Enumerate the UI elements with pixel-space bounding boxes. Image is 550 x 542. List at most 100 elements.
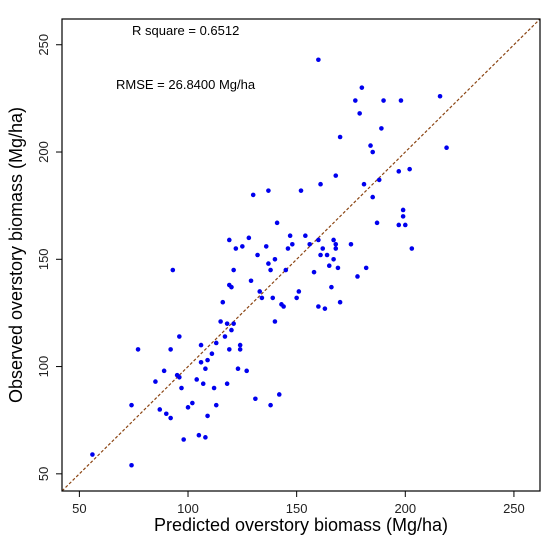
data-point (237, 347, 243, 352)
data-point (307, 241, 312, 247)
one-to-one-line (61, 18, 541, 492)
data-point (153, 379, 158, 384)
y-axis: 50 100 150 200 250 (36, 34, 62, 481)
data-point (246, 235, 252, 241)
data-point (357, 111, 362, 116)
data-point (181, 437, 186, 442)
data-point (363, 265, 369, 271)
data-point (168, 415, 173, 421)
data-point (303, 233, 308, 238)
y-tick-label: 250 (36, 34, 51, 56)
data-point (235, 366, 241, 372)
data-point (281, 304, 286, 309)
data-point (231, 321, 236, 326)
data-point (324, 252, 330, 258)
data-point (229, 327, 234, 333)
data-point (320, 246, 326, 251)
data-point (316, 57, 321, 63)
data-point (316, 237, 321, 243)
data-point (259, 295, 265, 301)
data-point (220, 299, 226, 305)
data-point (250, 192, 256, 198)
data-point (211, 385, 217, 391)
x-tick-label: 50 (72, 501, 86, 516)
data-point (194, 377, 200, 382)
data-point (190, 400, 195, 406)
data-point (331, 237, 336, 243)
data-point (270, 295, 276, 301)
data-point (407, 166, 412, 172)
data-point (355, 274, 360, 279)
data-point (290, 241, 295, 247)
data-point (244, 368, 249, 374)
data-point (353, 98, 358, 103)
data-point (333, 173, 339, 178)
data-point (227, 347, 232, 352)
data-point (409, 246, 415, 251)
data-point (129, 462, 134, 468)
data-point (335, 265, 341, 271)
data-point (437, 93, 443, 99)
data-point (163, 411, 169, 417)
data-point (396, 169, 402, 174)
y-tick-label: 100 (36, 356, 51, 378)
y-tick-label: 50 (36, 467, 51, 481)
data-point (205, 357, 210, 363)
data-point (161, 368, 167, 374)
data-point (200, 381, 206, 387)
data-point (198, 359, 204, 365)
x-tick-label: 250 (503, 501, 525, 516)
data-point (224, 321, 230, 326)
data-point (240, 244, 245, 249)
data-point (266, 261, 271, 266)
data-point (263, 244, 269, 249)
y-tick-label: 200 (36, 141, 51, 163)
x-axis-title: Predicted overstory biomass (Mg/ha) (154, 515, 448, 535)
data-point (329, 284, 334, 290)
data-point (298, 188, 304, 193)
data-point (177, 334, 182, 339)
data-point (90, 452, 95, 457)
x-tick-label: 100 (177, 501, 199, 516)
data-point (326, 263, 332, 269)
data-point (296, 289, 302, 294)
data-point (318, 252, 323, 258)
data-point (376, 177, 382, 183)
data-point (213, 402, 219, 408)
data-point (337, 134, 343, 140)
data-point (237, 342, 243, 348)
data-point (177, 374, 182, 380)
data-point (203, 435, 208, 440)
y-tick-label: 150 (36, 248, 51, 270)
data-point (322, 306, 328, 311)
data-point (227, 237, 232, 243)
data-point (185, 405, 191, 410)
data-point (213, 340, 219, 346)
data-point (333, 241, 339, 247)
plot-frame (61, 18, 541, 492)
data-point (370, 149, 376, 155)
data-point (179, 385, 184, 391)
data-point (157, 407, 163, 412)
data-point (272, 256, 278, 262)
data-point (229, 284, 234, 290)
data-point (255, 252, 260, 258)
data-point (203, 366, 208, 372)
y-axis-title: Observed overstory biomass (Mg/ha) (6, 107, 26, 403)
data-point (396, 222, 402, 228)
data-point (266, 188, 271, 193)
data-point (257, 289, 263, 294)
data-point (381, 98, 386, 103)
rmse-annotation: RMSE = 26.8400 Mg/ha (116, 77, 256, 92)
data-point (337, 299, 343, 305)
points-layer (90, 57, 449, 468)
data-point (374, 220, 380, 226)
data-point (402, 222, 408, 228)
data-point (316, 304, 321, 309)
data-point (272, 319, 278, 324)
data-point (231, 267, 236, 273)
data-point (359, 85, 365, 90)
data-point (274, 220, 280, 226)
data-point (129, 402, 134, 408)
